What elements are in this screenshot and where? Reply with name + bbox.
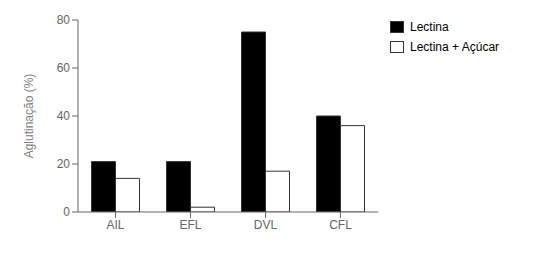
- svg-text:60: 60: [57, 61, 71, 75]
- svg-text:EFL: EFL: [179, 218, 201, 232]
- svg-text:DVL: DVL: [254, 218, 278, 232]
- html-text:Lectina: Lectina: [410, 20, 449, 34]
- svg-text:0: 0: [63, 205, 70, 219]
- html-text:Lectina + Açúcar: Lectina + Açúcar: [410, 40, 500, 54]
- svg-text:AIL: AIL: [106, 218, 124, 232]
- svg-text:80: 80: [57, 13, 71, 27]
- svg-text:40: 40: [57, 109, 71, 123]
- svg-text:Aglutinação (%): Aglutinação (%): [22, 74, 36, 159]
- svg-text:20: 20: [57, 157, 71, 171]
- svg-text:CFL: CFL: [329, 218, 352, 232]
